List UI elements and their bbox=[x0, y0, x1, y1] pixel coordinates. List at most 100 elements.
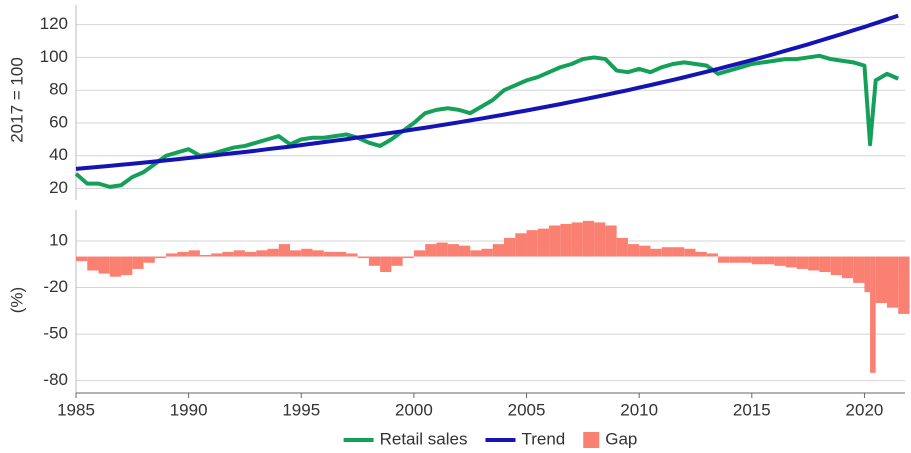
bar bbox=[368, 256, 381, 266]
legend-swatch bbox=[583, 432, 600, 448]
bar bbox=[121, 256, 133, 276]
bar bbox=[233, 250, 245, 257]
bar bbox=[774, 256, 786, 266]
bar bbox=[109, 256, 122, 277]
legend-label: Gap bbox=[605, 429, 637, 448]
bar bbox=[830, 256, 842, 276]
bar bbox=[290, 250, 302, 257]
bar bbox=[808, 256, 820, 271]
bar bbox=[132, 256, 144, 269]
bar bbox=[526, 230, 538, 257]
bar bbox=[616, 237, 628, 257]
bar bbox=[447, 244, 459, 257]
x-tick-label: 2015 bbox=[733, 400, 771, 419]
bar bbox=[627, 244, 640, 257]
bar bbox=[605, 225, 617, 257]
bar bbox=[357, 256, 369, 259]
y-tick-label: -50 bbox=[43, 324, 68, 343]
bar bbox=[706, 253, 719, 257]
bar bbox=[684, 248, 696, 257]
bar bbox=[256, 250, 268, 257]
bar bbox=[650, 248, 662, 257]
bar bbox=[436, 242, 448, 257]
bar bbox=[870, 256, 876, 373]
bar bbox=[718, 256, 730, 263]
bar bbox=[898, 256, 910, 314]
bar bbox=[470, 250, 482, 257]
bar bbox=[154, 256, 167, 259]
bar bbox=[796, 256, 809, 269]
legend: Retail sales Trend Gap bbox=[343, 429, 637, 448]
legend-label: Retail sales bbox=[380, 429, 468, 448]
line-series bbox=[74, 53, 900, 189]
x-tick-label: 1985 bbox=[57, 400, 95, 419]
y-tick-label: -20 bbox=[43, 277, 68, 296]
bar bbox=[639, 245, 651, 257]
bar bbox=[864, 256, 871, 293]
y-tick-label: 10 bbox=[49, 231, 68, 250]
bar bbox=[785, 256, 797, 268]
bar bbox=[594, 222, 606, 257]
bar bbox=[211, 253, 223, 257]
y-tick-label: 60 bbox=[49, 112, 68, 131]
x-tick-label: 2000 bbox=[395, 400, 433, 419]
bar bbox=[380, 256, 392, 273]
y-tick-label: 80 bbox=[49, 80, 68, 99]
x-tick-label: 2005 bbox=[508, 400, 546, 419]
bar bbox=[537, 228, 550, 257]
bar bbox=[560, 223, 572, 257]
bar bbox=[582, 220, 595, 257]
bar bbox=[335, 251, 347, 257]
bar bbox=[222, 251, 234, 257]
x-tick-label: 1995 bbox=[282, 400, 320, 419]
x-tick-label: 2010 bbox=[620, 400, 658, 419]
bar bbox=[301, 248, 313, 257]
y-tick-label: 120 bbox=[40, 14, 68, 33]
bar bbox=[143, 256, 155, 263]
bar bbox=[672, 247, 685, 257]
y-tick-label: -80 bbox=[43, 370, 68, 389]
bar bbox=[87, 256, 99, 271]
bar bbox=[661, 247, 673, 257]
bar bbox=[729, 256, 741, 263]
bar bbox=[391, 256, 403, 266]
bar bbox=[166, 253, 178, 257]
x-tick-label: 2020 bbox=[846, 400, 884, 419]
bar bbox=[571, 222, 583, 257]
y-axis-title: (%) bbox=[7, 287, 26, 313]
bar bbox=[763, 256, 775, 265]
bar bbox=[76, 256, 88, 262]
bar bbox=[278, 244, 291, 257]
legend-label: Trend bbox=[521, 429, 565, 448]
bar bbox=[425, 244, 437, 257]
y-axis-title: 2017 = 100 bbox=[7, 57, 26, 143]
bar bbox=[267, 248, 279, 257]
bar bbox=[853, 256, 865, 283]
bar bbox=[875, 256, 887, 304]
bar bbox=[751, 256, 764, 265]
x-tick-label: 1990 bbox=[170, 400, 208, 419]
y-tick-label: 100 bbox=[40, 47, 68, 66]
line-series bbox=[75, 13, 899, 171]
bar bbox=[819, 256, 831, 273]
bar bbox=[402, 256, 414, 259]
bar bbox=[492, 244, 505, 257]
bar bbox=[98, 256, 110, 274]
bar bbox=[549, 225, 561, 257]
bar bbox=[413, 250, 426, 257]
bar bbox=[504, 237, 516, 257]
y-tick-label: 20 bbox=[49, 178, 68, 197]
bar bbox=[740, 256, 752, 263]
bar bbox=[841, 256, 854, 279]
bar bbox=[244, 251, 257, 257]
bar bbox=[886, 256, 899, 308]
bar bbox=[346, 253, 358, 257]
y-tick-label: 40 bbox=[49, 145, 68, 164]
bar bbox=[458, 245, 471, 257]
bar bbox=[323, 251, 336, 257]
bar bbox=[312, 250, 324, 257]
bar bbox=[695, 251, 707, 257]
bar bbox=[188, 250, 200, 257]
bar bbox=[515, 233, 527, 257]
